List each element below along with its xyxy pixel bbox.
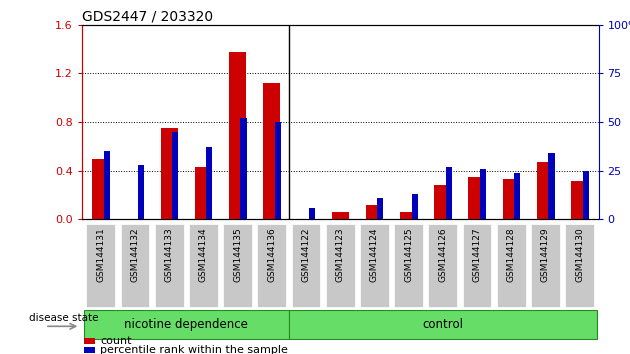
- FancyBboxPatch shape: [326, 224, 355, 307]
- Bar: [241, 118, 246, 219]
- Text: GSM144132: GSM144132: [130, 227, 139, 282]
- Bar: [309, 208, 315, 219]
- Bar: [480, 169, 486, 219]
- Bar: [469, 177, 486, 219]
- Text: GSM144130: GSM144130: [575, 227, 584, 282]
- Text: GSM144127: GSM144127: [472, 227, 481, 282]
- Bar: [195, 167, 212, 219]
- Bar: [548, 153, 554, 219]
- Bar: [537, 162, 554, 219]
- Bar: [84, 310, 289, 339]
- Text: GSM144128: GSM144128: [507, 227, 516, 282]
- Text: GSM144133: GSM144133: [164, 227, 174, 282]
- Text: control: control: [422, 318, 463, 331]
- Text: disease state: disease state: [29, 313, 98, 323]
- Bar: [400, 212, 417, 219]
- Text: GSM144126: GSM144126: [438, 227, 447, 282]
- FancyBboxPatch shape: [497, 224, 525, 307]
- Bar: [289, 310, 597, 339]
- Bar: [161, 128, 178, 219]
- Text: count: count: [100, 336, 132, 346]
- FancyBboxPatch shape: [360, 224, 389, 307]
- Bar: [411, 194, 418, 219]
- Bar: [446, 167, 452, 219]
- Text: GSM144131: GSM144131: [96, 227, 105, 282]
- FancyBboxPatch shape: [258, 224, 286, 307]
- Bar: [571, 181, 588, 219]
- FancyBboxPatch shape: [462, 224, 491, 307]
- Bar: [434, 185, 451, 219]
- Bar: [503, 179, 520, 219]
- Text: percentile rank within the sample: percentile rank within the sample: [100, 345, 288, 354]
- Text: GSM144129: GSM144129: [541, 227, 550, 282]
- Bar: [229, 52, 246, 219]
- FancyBboxPatch shape: [155, 224, 183, 307]
- Text: GSM144124: GSM144124: [370, 227, 379, 282]
- Bar: [172, 132, 178, 219]
- FancyBboxPatch shape: [292, 224, 321, 307]
- FancyBboxPatch shape: [565, 224, 594, 307]
- Bar: [583, 171, 589, 219]
- Bar: [366, 205, 383, 219]
- Bar: [84, 347, 95, 353]
- FancyBboxPatch shape: [86, 224, 115, 307]
- FancyBboxPatch shape: [428, 224, 457, 307]
- Bar: [206, 147, 212, 219]
- FancyBboxPatch shape: [120, 224, 149, 307]
- Text: GSM144122: GSM144122: [302, 227, 311, 282]
- Text: GSM144125: GSM144125: [404, 227, 413, 282]
- FancyBboxPatch shape: [394, 224, 423, 307]
- Text: GSM144134: GSM144134: [199, 227, 208, 282]
- Text: GDS2447 / 203320: GDS2447 / 203320: [82, 10, 213, 24]
- Text: nicotine dependence: nicotine dependence: [124, 318, 248, 331]
- Bar: [377, 198, 384, 219]
- Text: GSM144123: GSM144123: [336, 227, 345, 282]
- Bar: [514, 173, 520, 219]
- Bar: [275, 122, 281, 219]
- FancyBboxPatch shape: [223, 224, 252, 307]
- Bar: [84, 338, 95, 344]
- Text: GSM144136: GSM144136: [267, 227, 277, 282]
- Text: GSM144135: GSM144135: [233, 227, 242, 282]
- Bar: [103, 152, 110, 219]
- FancyBboxPatch shape: [531, 224, 560, 307]
- Bar: [92, 159, 109, 219]
- Bar: [331, 212, 349, 219]
- Bar: [263, 83, 280, 219]
- FancyBboxPatch shape: [189, 224, 218, 307]
- Bar: [138, 165, 144, 219]
